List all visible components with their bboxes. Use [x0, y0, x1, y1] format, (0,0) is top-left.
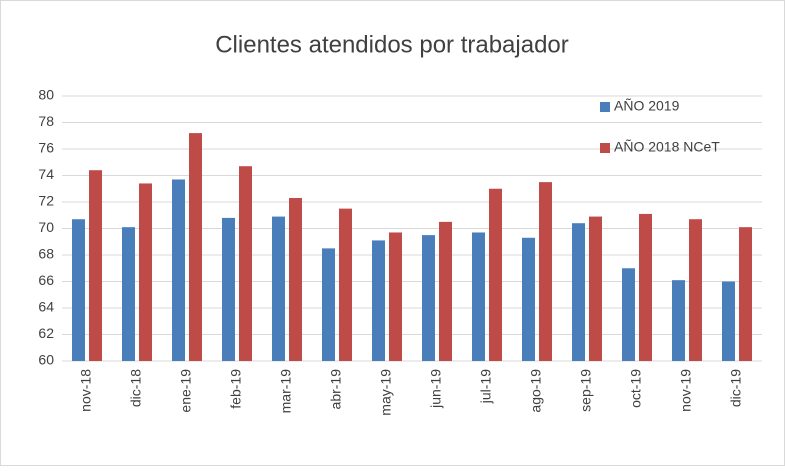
- y-tick-label: 72: [38, 193, 54, 209]
- x-tick-label: nov-19: [678, 369, 694, 412]
- bar: [672, 280, 685, 361]
- x-tick-label: feb-19: [228, 369, 244, 409]
- x-tick-label: dic-18: [128, 369, 144, 407]
- x-tick-label: mar-19: [278, 369, 294, 414]
- y-tick-label: 70: [38, 219, 54, 235]
- y-tick-label: 64: [38, 299, 54, 315]
- bar: [522, 237, 535, 361]
- chart-title: Clientes atendidos por trabajador: [215, 31, 569, 58]
- legend-label: AÑO 2019: [614, 98, 680, 114]
- bar: [622, 268, 635, 361]
- legend-swatch: [600, 102, 610, 112]
- bar: [289, 198, 302, 361]
- bar: [272, 216, 285, 361]
- y-tick-label: 76: [38, 140, 54, 156]
- x-tick-label: may-19: [378, 369, 394, 416]
- bar: [189, 133, 202, 361]
- bar: [489, 188, 502, 361]
- x-tick-label: ene-19: [178, 369, 194, 413]
- bar: [722, 281, 735, 361]
- x-tick-label: jul-19: [478, 369, 494, 404]
- x-tick-label: dic-19: [728, 369, 744, 407]
- bar: [72, 219, 85, 361]
- bar: [689, 219, 702, 361]
- x-tick-label: oct-19: [628, 369, 644, 408]
- x-tick-label: nov-18: [78, 369, 94, 412]
- bar: [122, 227, 135, 361]
- bar: [222, 217, 235, 361]
- bar: [539, 182, 552, 361]
- y-tick-label: 80: [38, 87, 54, 103]
- bar: [339, 208, 352, 361]
- bar: [172, 179, 185, 361]
- bar: [372, 240, 385, 361]
- bar: [239, 166, 252, 361]
- y-tick-label: 62: [38, 325, 54, 341]
- x-tick-label: abr-19: [328, 369, 344, 410]
- y-tick-label: 66: [38, 272, 54, 288]
- bar: [422, 235, 435, 361]
- bar: [472, 232, 485, 361]
- bar: [589, 216, 602, 361]
- bar: [139, 183, 152, 361]
- bar: [639, 213, 652, 361]
- bar: [322, 248, 335, 361]
- x-tick-label: sep-19: [578, 369, 594, 412]
- bar: [389, 232, 402, 361]
- bar: [89, 170, 102, 361]
- bar: [739, 227, 752, 361]
- bar: [439, 221, 452, 361]
- y-tick-label: 78: [38, 113, 54, 129]
- x-tick-label: ago-19: [528, 369, 544, 413]
- y-tick-label: 74: [38, 166, 54, 182]
- bar: [572, 223, 585, 361]
- legend-label: AÑO 2018 NCeT: [614, 139, 720, 155]
- x-tick-label: jun-19: [428, 369, 444, 409]
- y-tick-label: 68: [38, 246, 54, 262]
- y-tick-label: 60: [38, 352, 54, 368]
- legend-swatch: [600, 143, 610, 153]
